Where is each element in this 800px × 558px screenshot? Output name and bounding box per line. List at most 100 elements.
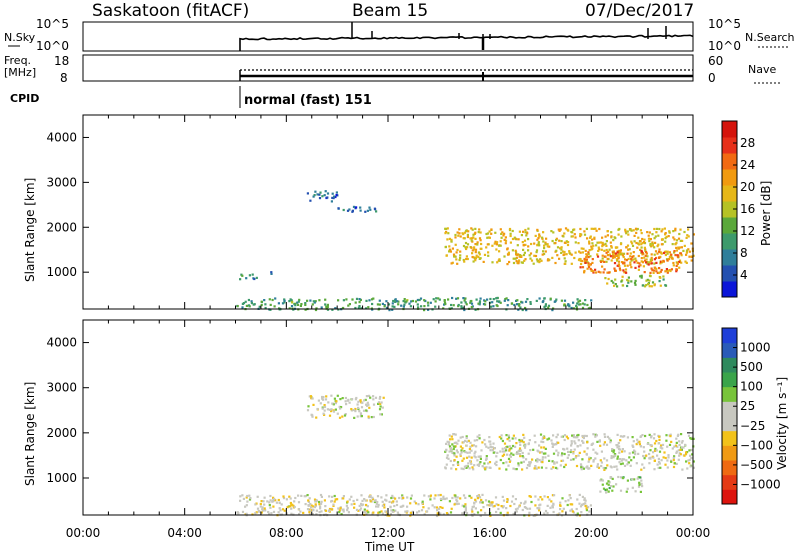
power-echo-cell: [318, 299, 321, 302]
power-echo-cell: [504, 236, 507, 239]
power-echo-cell: [632, 251, 635, 254]
vel-echo-cell: [354, 407, 357, 411]
noise-panel: N.Sky 10^5 10^0 10^5 10^0 N.Search: [4, 17, 795, 53]
vel-echo-cell: [502, 499, 506, 502]
vel-echo-cell: [480, 498, 483, 502]
vel-echo-cell: [675, 437, 678, 440]
vel-echo-cell: [466, 451, 469, 454]
vel-echo-cell: [454, 433, 457, 436]
power-echo-cell: [312, 300, 315, 303]
vel-echo-cell: [489, 514, 492, 517]
vel-echo-cell: [308, 509, 311, 512]
power-echo-cell: [605, 248, 608, 252]
power-echo-cell: [491, 244, 494, 247]
power-echo-cell: [673, 250, 676, 253]
vel-echo-cell: [289, 505, 292, 508]
vel-echo-cell: [642, 446, 645, 449]
vel-echo-cell: [436, 512, 439, 515]
power-echo-cell: [685, 261, 688, 264]
vel-echo-cell: [332, 503, 335, 506]
vel-echo-cell: [538, 444, 541, 447]
vel-echo-cell: [621, 435, 625, 438]
power-echo-cell: [427, 304, 430, 307]
power-echo-cell: [351, 209, 354, 212]
vel-echo-cell: [507, 464, 510, 467]
vel-echo-cell: [665, 439, 668, 442]
power-echo-cell: [388, 309, 391, 312]
vel-echo-cell: [495, 460, 498, 463]
vel-echo-cell: [617, 475, 620, 479]
power-echo-cell: [676, 261, 679, 264]
vel-echo-cell: [364, 398, 367, 401]
vel-echo-cell: [613, 454, 617, 457]
vel-echo-cell: [399, 505, 402, 508]
vel-echo-cell: [589, 457, 592, 460]
power-echo-cell: [465, 303, 468, 306]
vel-echo-cell: [633, 478, 636, 481]
vel-echo-cell: [679, 453, 682, 456]
vel-echo-cell: [364, 511, 367, 514]
vel-echo-cell: [487, 462, 490, 465]
power-echo-cell: [495, 297, 498, 300]
vel-echo-cell: [336, 412, 339, 415]
vel-echo-cell: [467, 439, 470, 442]
power-echo-cell: [294, 304, 297, 307]
power-echo-cell: [511, 237, 515, 241]
vel-echo-cell: [596, 465, 599, 468]
vel-echo-cell: [307, 405, 310, 408]
vel-echo-cell: [616, 433, 619, 436]
vel-echo-cell: [583, 497, 586, 500]
vel-echo-cell: [289, 497, 292, 500]
vel-echo-cell: [339, 407, 342, 410]
vel-echo-cell: [485, 457, 488, 460]
vel-echo-cell: [552, 434, 555, 437]
power-echo-cell: [539, 258, 542, 261]
power-echo-cell: [597, 241, 601, 244]
vel-echo-cell: [462, 441, 465, 444]
vel-echo-cell: [456, 502, 459, 506]
power-echo-cell: [589, 263, 592, 266]
power-echo-cell: [494, 240, 497, 243]
vel-echo-cell: [306, 409, 310, 412]
power-echo-cell: [563, 250, 566, 254]
vel-echo-cell: [472, 444, 475, 447]
vel-echo-cell: [498, 435, 501, 439]
vel-echo-cell: [664, 456, 667, 460]
power-echo-cell: [579, 266, 582, 269]
power-echo-cell: [319, 191, 322, 194]
power-echo-cell: [655, 270, 658, 273]
power-echo-cell: [606, 282, 609, 285]
power-echo-cell: [376, 303, 379, 306]
power-echo-cell: [571, 231, 574, 234]
vel-echo-cell: [504, 449, 508, 452]
vel-echo-cell: [488, 440, 491, 443]
vel-echo-cell: [610, 485, 613, 488]
power-echo-cell: [459, 256, 462, 260]
power-echo-cell: [595, 244, 598, 247]
power-echo-cell: [503, 255, 506, 258]
power-echo-cell: [601, 236, 604, 239]
vel-echo-cell: [551, 506, 554, 509]
power-echo-cell: [646, 278, 649, 281]
power-echo-cell: [670, 253, 673, 256]
vel-echo-cell: [540, 451, 543, 454]
vel-echo-cell: [568, 494, 571, 497]
vel-echo-cell: [350, 408, 353, 411]
power-echo-cell: [471, 249, 474, 252]
vel-echo-cell: [641, 485, 644, 488]
power-echo-cell: [507, 251, 510, 254]
vel-echo-cell: [271, 500, 274, 503]
power-echo-cell: [663, 227, 666, 230]
vel-echo-cell: [612, 456, 615, 459]
power-echo-cell: [640, 249, 643, 252]
vel-echo-cell: [633, 449, 636, 452]
power-echo-cell: [674, 243, 677, 246]
vel-echo-cell: [506, 498, 509, 501]
vel-echo-cell: [495, 510, 498, 514]
vel-echo-cell: [628, 456, 631, 459]
vel-echo-cell: [323, 409, 326, 412]
power-echo-cell: [618, 253, 621, 256]
vel-echo-cell: [665, 434, 668, 437]
power-echo-cell: [658, 248, 661, 251]
